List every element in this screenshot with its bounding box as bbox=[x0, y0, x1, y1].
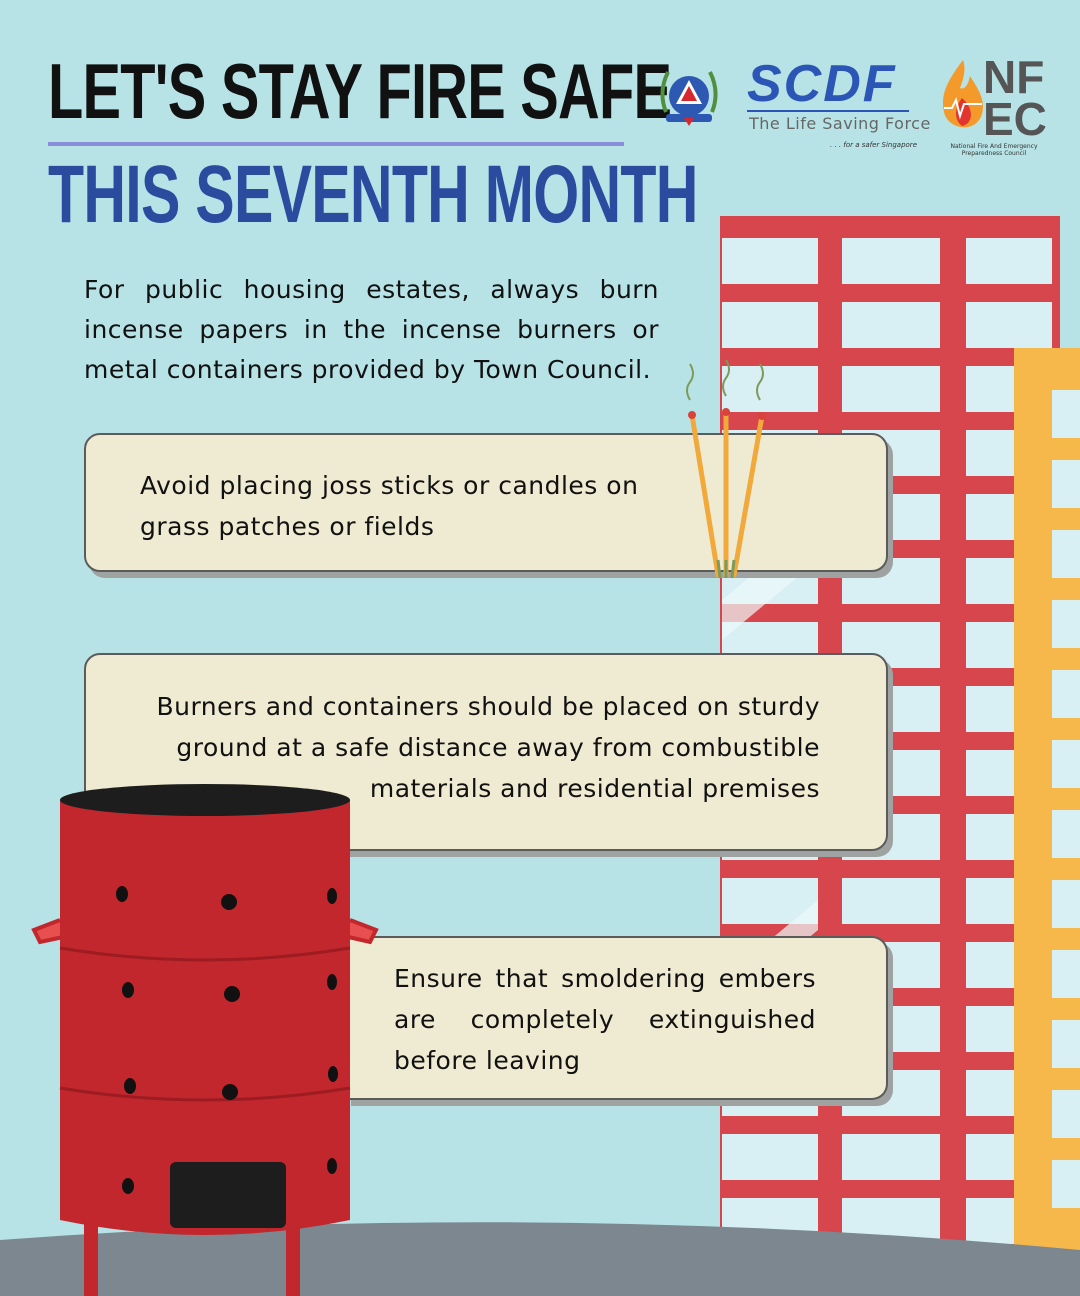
incense-burner-icon bbox=[31, 784, 379, 1296]
tip-text: Burners and containers should be placed … bbox=[156, 692, 820, 803]
scdf-logo-rule bbox=[747, 110, 909, 112]
nfec-flame-icon bbox=[942, 60, 983, 128]
title-line-2: THIS SEVENTH MONTH bbox=[48, 149, 698, 240]
tip-card-joss-sticks: Avoid placing joss sticks or candles on … bbox=[84, 433, 888, 572]
ground bbox=[0, 1222, 1080, 1296]
nfec-logo-line-1: NF bbox=[983, 51, 1045, 103]
yellow-building-icon bbox=[1014, 348, 1080, 1296]
tip-text: Ensure that smoldering embers are comple… bbox=[394, 964, 816, 1075]
scdf-logo-icon: SCDF bbox=[747, 55, 897, 113]
joss-sticks-icon bbox=[686, 360, 766, 579]
intro-text: For public housing estates, always burn … bbox=[84, 275, 659, 384]
title-divider bbox=[48, 142, 624, 146]
nfec-caption: National Fire And Emergency Preparedness… bbox=[950, 143, 1038, 157]
title-line-1: LET'S STAY FIRE SAFE bbox=[48, 47, 672, 135]
scdf-subtagline: . . . for a safer Singapore bbox=[830, 141, 917, 149]
scdf-tagline: The Life Saving Force bbox=[749, 114, 931, 133]
tip-card-embers: Ensure that smoldering embers are comple… bbox=[346, 936, 888, 1100]
nfec-logo-line-2: EC bbox=[983, 93, 1047, 145]
ministry-crest-icon bbox=[660, 71, 718, 126]
tip-text: Avoid placing joss sticks or candles on … bbox=[140, 471, 639, 541]
